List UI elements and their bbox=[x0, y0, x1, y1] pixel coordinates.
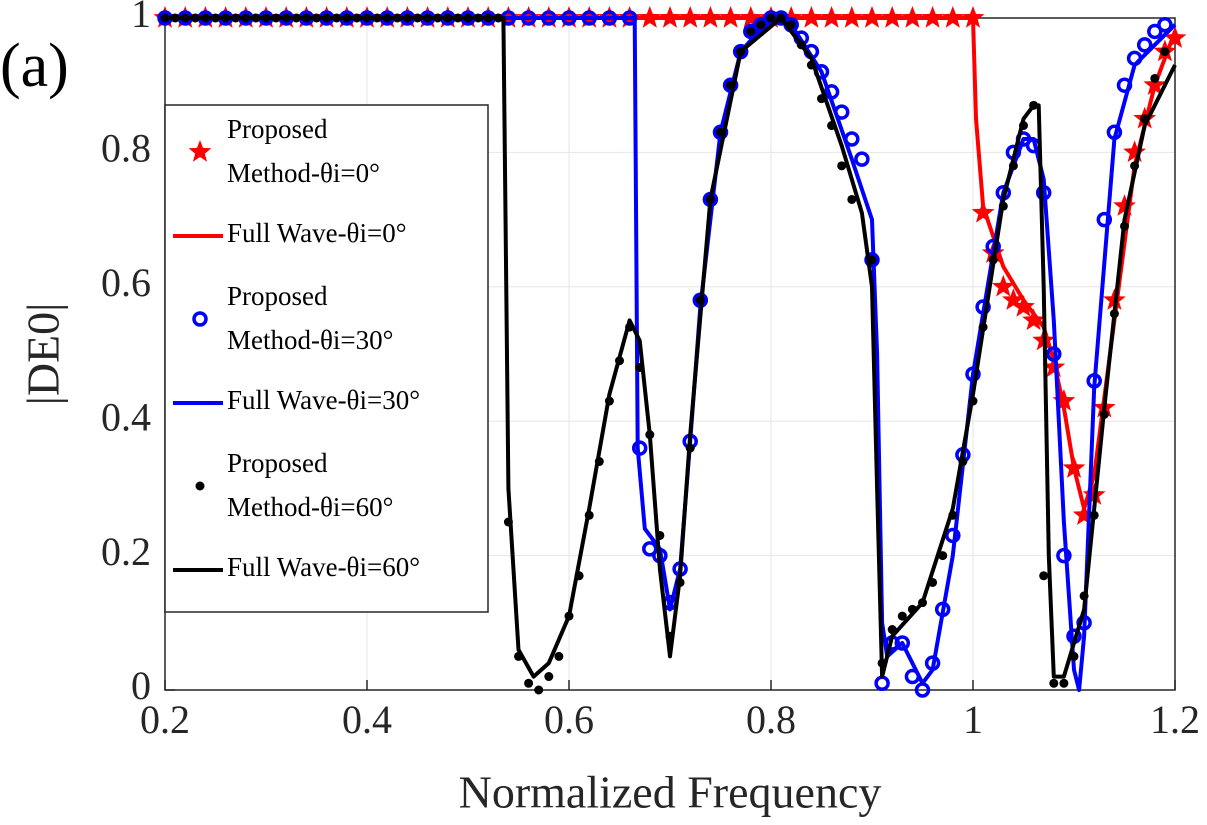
legend-label: Proposed Method-θi=60° bbox=[227, 448, 393, 522]
x-tick-label: 1 bbox=[963, 697, 983, 742]
series-line bbox=[165, 16, 1177, 679]
dot-marker bbox=[554, 651, 564, 661]
dot-marker bbox=[1150, 73, 1160, 83]
y-tick-label: 0.2 bbox=[101, 529, 151, 574]
x-tick-label: 0.8 bbox=[746, 697, 796, 742]
legend-label: Full Wave-θi=0° bbox=[227, 218, 407, 248]
x-tick-label: 1.2 bbox=[1150, 697, 1200, 742]
y-tick-label: 0.8 bbox=[101, 126, 151, 171]
circle-marker bbox=[1136, 37, 1153, 53]
star-marker bbox=[1072, 503, 1096, 525]
circle-marker bbox=[1096, 211, 1113, 228]
y-tick-label: 0 bbox=[131, 663, 151, 708]
dot-marker bbox=[524, 678, 534, 688]
legend-label: Proposed Method-θi=0° bbox=[227, 114, 380, 188]
dot-marker bbox=[1160, 47, 1170, 57]
y-axis-label: |DE0| bbox=[18, 303, 69, 406]
circle-marker bbox=[642, 541, 658, 557]
dot-marker bbox=[534, 685, 544, 695]
dot-marker bbox=[1039, 571, 1049, 581]
circle-marker bbox=[894, 635, 911, 651]
circle-marker bbox=[874, 675, 890, 692]
circle-marker bbox=[854, 151, 870, 167]
legend-label: Full Wave-θi=30° bbox=[227, 385, 420, 415]
legend-label: Full Wave-θi=60° bbox=[227, 552, 420, 582]
dot-marker bbox=[746, 26, 756, 36]
star-marker bbox=[1113, 194, 1136, 216]
y-tick-label: 0.6 bbox=[101, 260, 151, 305]
star-marker bbox=[1022, 308, 1045, 331]
star-marker bbox=[991, 274, 1015, 297]
dot-marker bbox=[195, 481, 205, 491]
y-tick-label: 0.4 bbox=[101, 394, 151, 439]
x-axis-label: Normalized Frequency bbox=[459, 767, 882, 818]
y-tick-label: 1 bbox=[131, 0, 151, 36]
dot-marker bbox=[897, 611, 907, 621]
dot-marker bbox=[766, 13, 776, 23]
dot-marker bbox=[1049, 678, 1059, 688]
dot-marker bbox=[837, 161, 847, 171]
x-tick-label: 0.4 bbox=[342, 697, 392, 742]
x-tick-label: 0.6 bbox=[544, 697, 594, 742]
star-marker bbox=[1012, 295, 1035, 317]
star-marker bbox=[1123, 140, 1146, 163]
dot-marker bbox=[847, 194, 857, 204]
legend-box bbox=[164, 104, 489, 613]
circle-marker bbox=[192, 311, 208, 327]
legend-label: Proposed Method-θi=30° bbox=[227, 281, 393, 355]
circle-marker bbox=[1147, 23, 1163, 40]
star-marker bbox=[188, 140, 212, 162]
x-tick-label: 0.2 bbox=[140, 697, 190, 742]
star-marker bbox=[1002, 288, 1025, 310]
dot-marker bbox=[756, 20, 766, 30]
dot-marker bbox=[1059, 678, 1069, 688]
panel-label: (a) bbox=[0, 32, 69, 100]
circle-marker bbox=[1157, 16, 1173, 33]
dot-marker bbox=[544, 672, 554, 682]
